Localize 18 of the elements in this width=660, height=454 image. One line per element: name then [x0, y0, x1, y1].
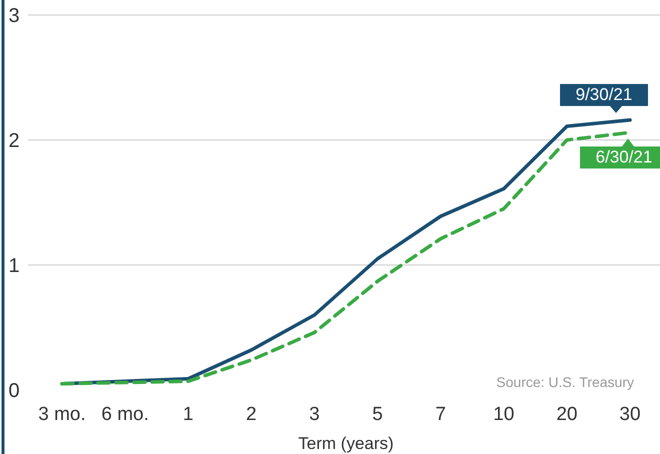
x-tick-label: 6 mo.	[101, 404, 149, 425]
y-tick-label: 1	[8, 255, 20, 277]
x-tick-label: 3 mo.	[38, 404, 86, 425]
x-tick-label: 10	[493, 404, 514, 425]
y-tick-label: 2	[8, 130, 20, 152]
x-tick-label: 7	[435, 404, 446, 425]
series-label: 9/30/21	[576, 85, 632, 104]
x-tick-label: 2	[246, 404, 257, 425]
x-tick-label: 3	[309, 404, 320, 425]
y-tick-label: 0	[8, 380, 20, 402]
x-tick-label: 30	[619, 404, 641, 425]
legend-label: 6/30/21	[596, 148, 652, 166]
x-tick-label: 1	[182, 404, 194, 425]
x-tick-label: 5	[372, 404, 383, 425]
x-axis-title: Term (years)	[298, 434, 394, 453]
annotation: Source: U.S. Treasury	[496, 374, 634, 390]
y-tick-label: 3	[8, 5, 20, 27]
x-tick-label: 20	[556, 404, 578, 425]
